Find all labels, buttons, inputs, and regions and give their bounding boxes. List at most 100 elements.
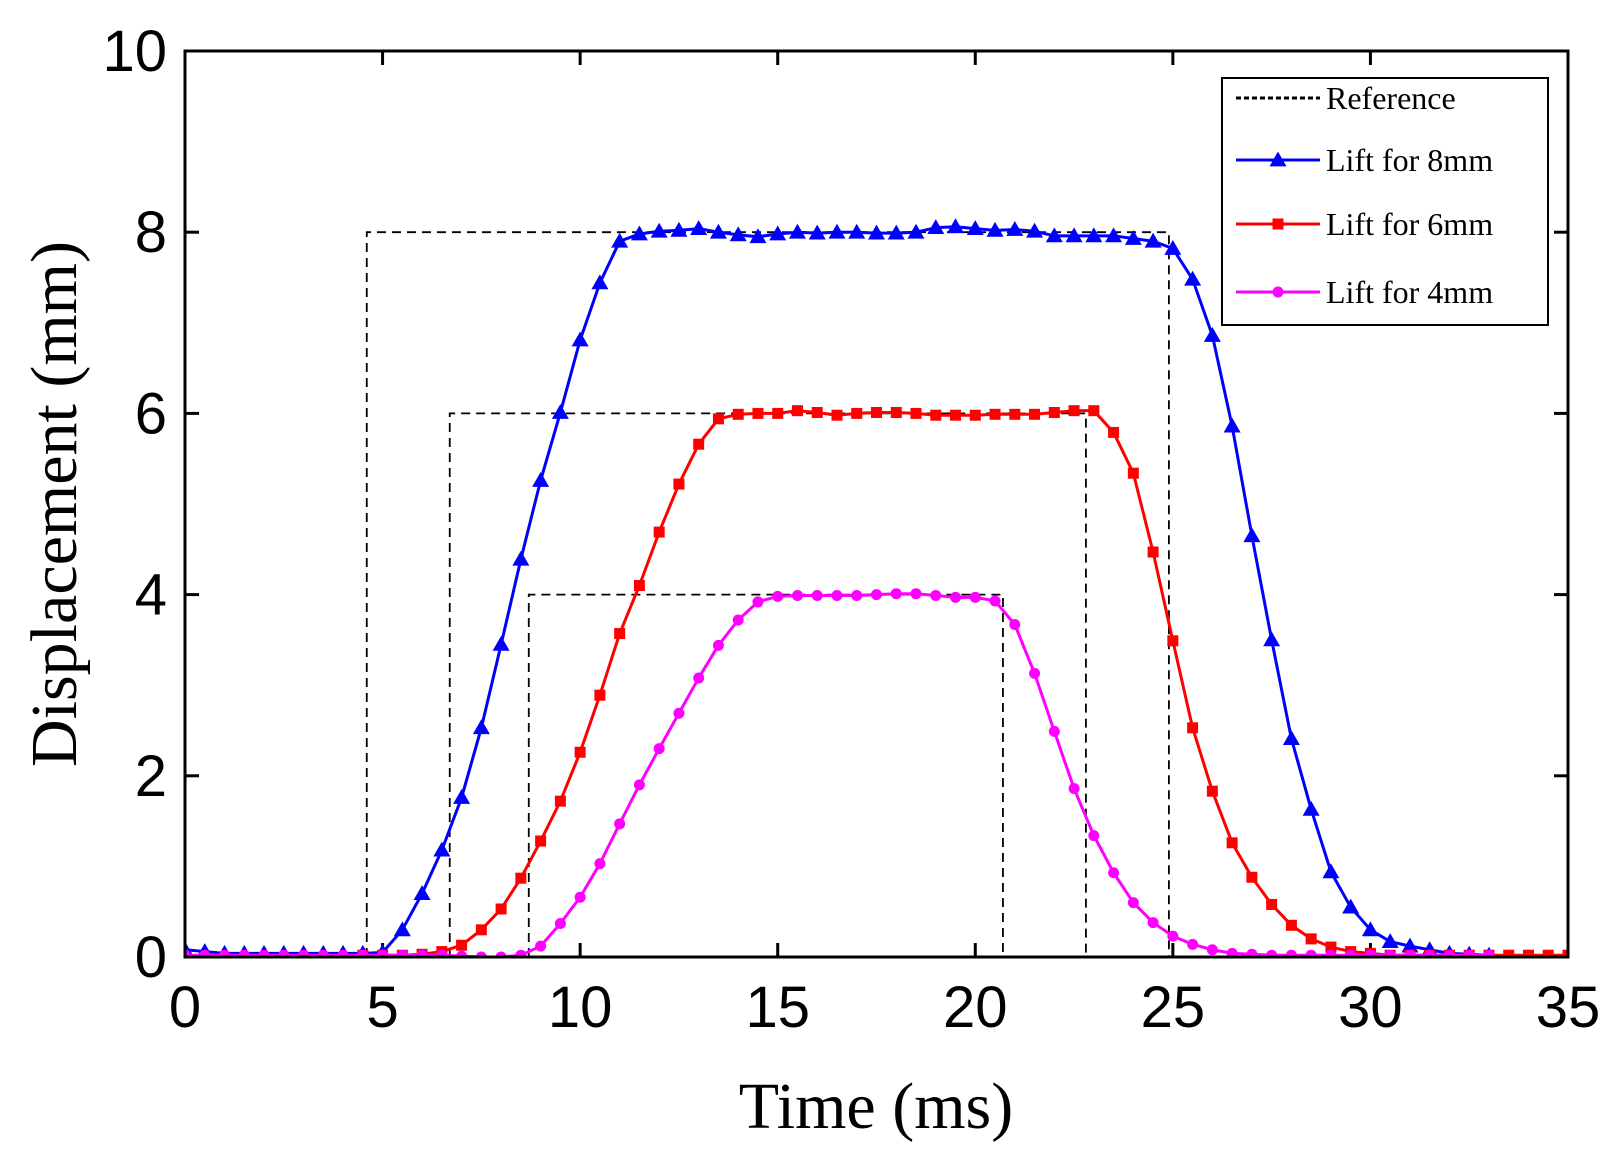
data-point: [1009, 618, 1021, 630]
reference-trace: [365, 231, 1170, 957]
legend-marker: [1272, 286, 1284, 298]
series-layer: [185, 218, 1568, 957]
data-point: [1026, 222, 1044, 238]
data-point: [1065, 227, 1083, 243]
plot-area-frame: [183, 49, 1570, 959]
y-tick-label: 6: [135, 381, 167, 446]
data-point: [1282, 730, 1300, 746]
data-point: [495, 903, 507, 915]
data-point: [456, 939, 468, 951]
data-point: [574, 746, 586, 758]
data-point: [749, 228, 767, 244]
y-tick-label: 4: [135, 563, 167, 628]
data-point: [515, 872, 527, 884]
data-point: [907, 223, 925, 239]
data-point: [712, 639, 724, 651]
data-point: [989, 595, 1001, 607]
data-point: [1522, 949, 1534, 957]
x-tick-label: 20: [943, 975, 1008, 1040]
data-point: [298, 949, 310, 957]
tick-labels: 0 5 10 15 20 25 30 35 0 2 4 6 8 10: [102, 19, 1600, 1040]
series-lift-for-4mm: [185, 588, 1495, 957]
data-point: [1127, 467, 1139, 479]
data-point: [1285, 949, 1297, 957]
data-point: [772, 590, 784, 602]
data-point: [1401, 937, 1419, 953]
data-point: [532, 471, 550, 487]
data-point: [472, 719, 490, 735]
data-point: [1203, 326, 1221, 342]
data-point: [554, 795, 566, 807]
data-point: [591, 274, 609, 290]
data-point: [219, 949, 231, 957]
data-point: [1266, 898, 1278, 910]
data-point: [930, 409, 942, 421]
data-point: [769, 225, 787, 241]
data-point: [673, 478, 685, 490]
reference-trace: [527, 593, 1004, 957]
data-point: [693, 672, 705, 684]
data-point: [851, 407, 863, 419]
legend-marker: [1272, 218, 1284, 230]
data-point: [337, 949, 349, 957]
data-point: [788, 223, 806, 239]
y-tick-label: 2: [135, 744, 167, 809]
data-point: [828, 223, 846, 239]
data-point: [1503, 949, 1515, 957]
data-point: [535, 835, 547, 847]
data-point: [594, 689, 606, 701]
data-point: [1342, 898, 1360, 914]
data-point: [453, 789, 471, 804]
data-point: [1384, 949, 1396, 957]
data-point: [887, 224, 905, 240]
data-point: [574, 891, 586, 903]
data-point: [238, 949, 250, 957]
legend-entry: Lift for 8mm: [1236, 142, 1493, 178]
data-point: [1285, 919, 1297, 931]
data-point: [433, 841, 451, 857]
x-axis-title: Time (ms): [739, 1070, 1013, 1143]
data-point: [831, 590, 843, 602]
data-point: [492, 635, 510, 651]
data-point: [752, 596, 764, 608]
data-point: [396, 949, 408, 957]
legend-label: Lift for 4mm: [1326, 274, 1493, 310]
data-point: [1124, 230, 1142, 245]
data-point: [1246, 948, 1258, 957]
data-point: [1206, 944, 1218, 956]
data-point: [1048, 406, 1060, 418]
data-point: [871, 406, 882, 418]
data-point: [910, 407, 922, 419]
data-point: [831, 409, 843, 421]
x-tick-label: 15: [745, 975, 810, 1040]
y-axis-title: Displacement (mm): [18, 241, 91, 767]
data-point: [670, 221, 688, 237]
data-point: [1483, 949, 1495, 957]
legend-entry: Reference: [1236, 80, 1456, 116]
data-point: [732, 408, 744, 420]
data-point: [614, 818, 626, 830]
data-point: [1345, 949, 1357, 957]
legend-label: Reference: [1326, 80, 1456, 116]
data-point: [1167, 930, 1179, 942]
data-point: [1085, 227, 1103, 243]
data-point: [1088, 830, 1100, 842]
data-point: [1144, 232, 1162, 248]
data-point: [712, 413, 724, 425]
data-point: [571, 331, 589, 347]
x-tick-label: 30: [1338, 975, 1403, 1040]
data-point: [871, 589, 882, 601]
data-point: [1187, 938, 1199, 950]
data-point: [653, 526, 665, 538]
data-point: [890, 588, 902, 600]
data-point: [1325, 949, 1337, 957]
data-point: [772, 407, 784, 419]
data-point: [732, 614, 744, 626]
data-point: [947, 218, 965, 234]
data-point: [413, 885, 431, 900]
data-point: [1404, 949, 1416, 957]
data-point: [1206, 785, 1218, 797]
data-point: [890, 406, 902, 418]
data-point: [1443, 949, 1455, 957]
data-point: [1562, 949, 1568, 957]
